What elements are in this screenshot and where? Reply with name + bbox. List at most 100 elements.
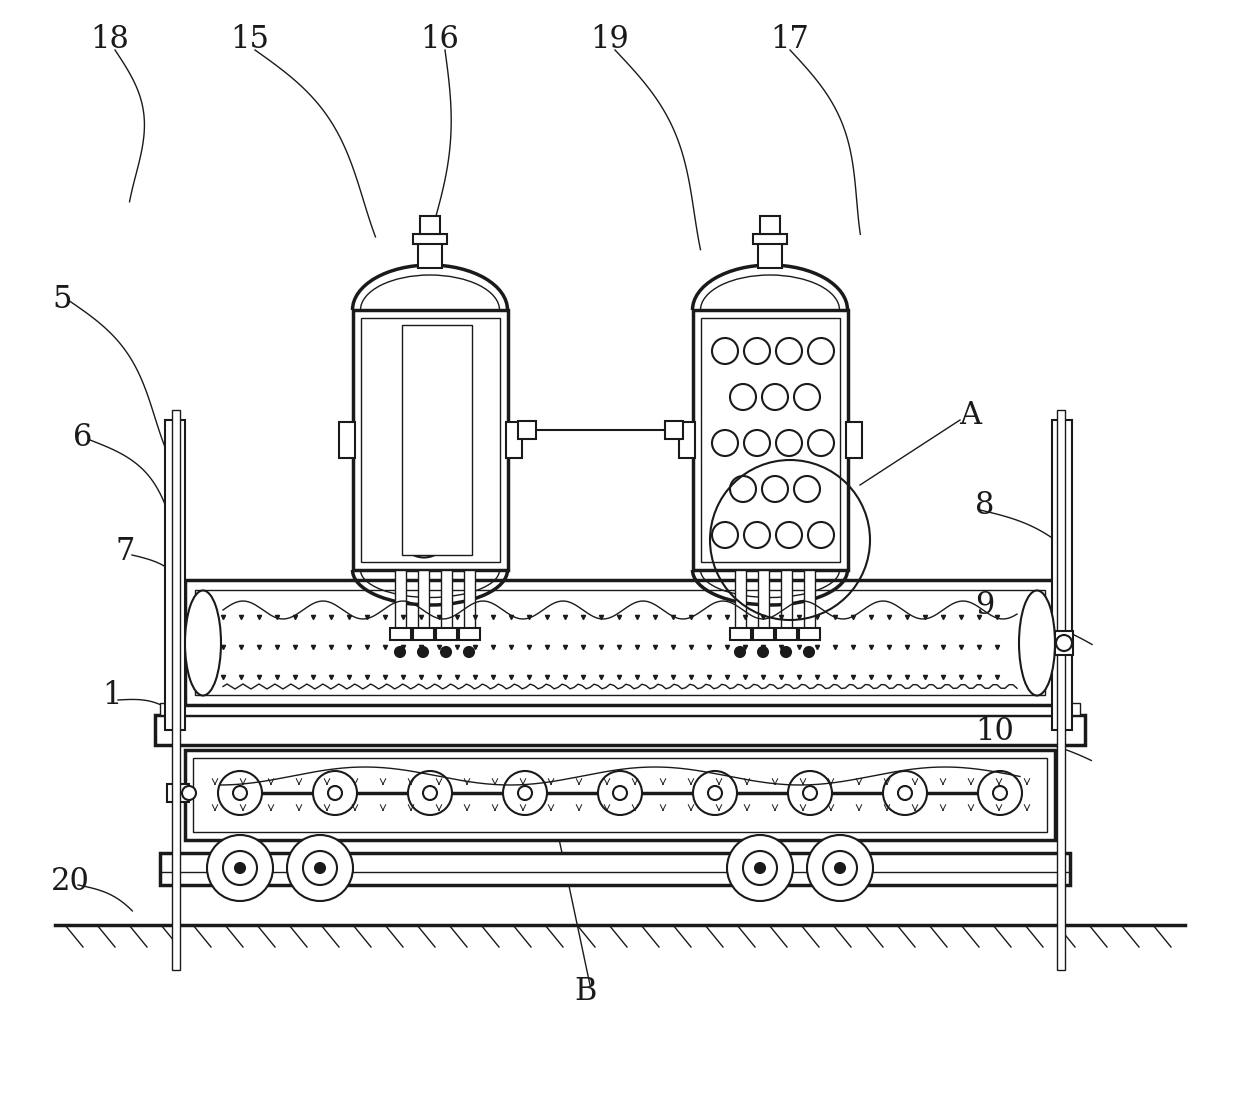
Bar <box>420 216 440 234</box>
Text: 16: 16 <box>420 24 460 55</box>
Circle shape <box>712 430 738 456</box>
Bar <box>693 310 848 570</box>
Circle shape <box>781 647 791 657</box>
Bar <box>195 590 1045 695</box>
Bar <box>758 570 769 630</box>
Text: 8: 8 <box>976 490 994 520</box>
Bar <box>172 410 180 970</box>
Circle shape <box>743 851 777 886</box>
Bar <box>160 703 1080 715</box>
Circle shape <box>808 338 835 364</box>
Bar <box>339 422 355 458</box>
Bar <box>781 570 792 630</box>
Circle shape <box>807 835 873 901</box>
Circle shape <box>763 384 787 410</box>
Bar <box>753 628 774 640</box>
Bar <box>506 422 522 458</box>
Circle shape <box>712 522 738 548</box>
Circle shape <box>207 835 273 901</box>
Circle shape <box>286 835 353 901</box>
Circle shape <box>712 338 738 364</box>
Circle shape <box>808 522 835 548</box>
Text: 6: 6 <box>73 422 93 453</box>
Bar <box>418 240 441 268</box>
Circle shape <box>1056 635 1073 651</box>
Circle shape <box>708 786 722 800</box>
Circle shape <box>978 771 1022 815</box>
Circle shape <box>727 835 794 901</box>
Text: 7: 7 <box>115 537 135 568</box>
Circle shape <box>776 522 802 548</box>
Bar <box>730 628 751 640</box>
Circle shape <box>464 647 474 657</box>
Text: B: B <box>574 977 596 1008</box>
Bar <box>753 234 787 244</box>
Circle shape <box>898 786 911 800</box>
Bar <box>1052 420 1073 730</box>
Circle shape <box>312 771 357 815</box>
Circle shape <box>613 786 627 800</box>
Bar <box>436 628 458 640</box>
Bar <box>418 570 429 630</box>
Bar <box>413 628 434 640</box>
Bar <box>799 628 820 640</box>
Bar <box>1055 631 1073 654</box>
Bar <box>402 324 472 556</box>
Bar <box>1056 410 1065 970</box>
Circle shape <box>693 771 737 815</box>
Text: 10: 10 <box>976 716 1014 748</box>
Circle shape <box>315 864 325 873</box>
Bar <box>441 570 453 630</box>
Bar <box>760 216 780 234</box>
Text: 1: 1 <box>102 680 122 711</box>
Text: 9: 9 <box>976 590 994 620</box>
Circle shape <box>329 786 342 800</box>
Text: 19: 19 <box>590 24 630 55</box>
Circle shape <box>823 851 857 886</box>
Text: 18: 18 <box>91 24 129 55</box>
Circle shape <box>730 476 756 502</box>
Bar <box>758 240 782 268</box>
Circle shape <box>408 771 453 815</box>
Bar <box>735 570 746 630</box>
Circle shape <box>218 771 262 815</box>
Ellipse shape <box>1019 591 1055 695</box>
Circle shape <box>787 771 832 815</box>
Bar <box>464 570 475 630</box>
Circle shape <box>423 786 436 800</box>
Bar <box>776 628 797 640</box>
Circle shape <box>763 476 787 502</box>
Text: A: A <box>959 399 981 430</box>
Text: 17: 17 <box>770 24 810 55</box>
Circle shape <box>236 864 246 873</box>
Bar <box>155 715 1085 745</box>
Bar <box>846 422 862 458</box>
Circle shape <box>598 771 642 815</box>
Circle shape <box>744 430 770 456</box>
Circle shape <box>735 647 745 657</box>
Circle shape <box>804 786 817 800</box>
Bar <box>804 570 815 630</box>
Bar <box>361 318 500 562</box>
Bar <box>413 234 446 244</box>
Circle shape <box>223 851 257 886</box>
Circle shape <box>182 786 196 800</box>
Circle shape <box>808 430 835 456</box>
Bar <box>193 758 1047 832</box>
Circle shape <box>744 522 770 548</box>
Circle shape <box>776 338 802 364</box>
Circle shape <box>993 786 1007 800</box>
Bar <box>396 570 405 630</box>
Circle shape <box>441 647 451 657</box>
Bar <box>391 628 410 640</box>
Circle shape <box>776 430 802 456</box>
Circle shape <box>233 786 247 800</box>
Circle shape <box>730 384 756 410</box>
Circle shape <box>744 338 770 364</box>
Circle shape <box>835 864 844 873</box>
Circle shape <box>503 771 547 815</box>
Circle shape <box>303 851 337 886</box>
Bar <box>459 628 480 640</box>
Text: 5: 5 <box>52 285 72 316</box>
Circle shape <box>883 771 928 815</box>
